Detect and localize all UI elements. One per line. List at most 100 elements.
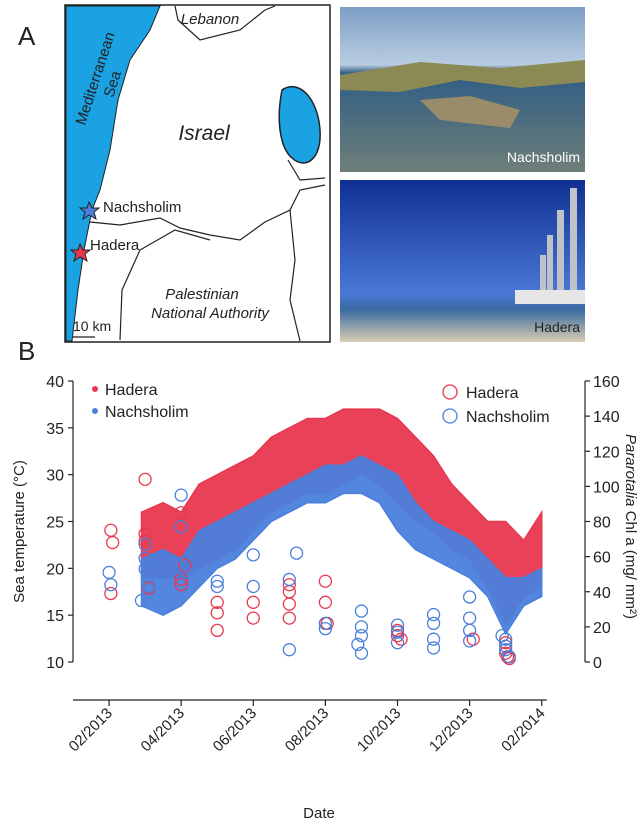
chl-point <box>462 623 477 638</box>
y2-tick-label: 120 <box>593 444 620 461</box>
chl-point <box>462 590 477 604</box>
y2-tick-label: 40 <box>593 585 611 602</box>
chl-point <box>354 646 369 660</box>
chl-point <box>138 534 152 548</box>
chl-point <box>102 565 116 580</box>
chl-point <box>210 579 224 594</box>
y2-tick-label: 160 <box>593 374 620 391</box>
y-tick-label: 20 <box>46 561 64 578</box>
y2-axis-label: Pararotalia Chl a (mg/ mm²) <box>622 434 639 619</box>
chl-point <box>462 634 477 648</box>
chl-point <box>390 625 405 639</box>
map-label: Hadera <box>90 237 140 254</box>
y2-axis-label-italic: Pararotalia <box>622 434 639 507</box>
chl-point <box>282 643 296 657</box>
chl-point <box>318 574 333 588</box>
x-tick-label: 10/2013 <box>354 705 404 755</box>
chl-point <box>104 578 118 592</box>
photo-caption: Nachsholim <box>507 149 580 165</box>
legend-marker <box>442 384 458 400</box>
x-tick-label: 02/2013 <box>66 705 116 755</box>
photo: Nachsholim <box>340 7 585 172</box>
chl-point <box>142 579 156 594</box>
chl-point <box>318 595 333 609</box>
chl-point <box>246 611 260 625</box>
chl-point <box>282 572 296 587</box>
y-tick-label: 40 <box>46 374 64 391</box>
chl-point <box>354 604 369 618</box>
x-tick-label: 06/2013 <box>210 705 260 755</box>
y2-tick-label: 80 <box>593 515 611 532</box>
panel-label: A <box>18 21 36 51</box>
temperature-band <box>140 408 543 627</box>
chl-point <box>246 595 260 609</box>
chl-point <box>318 616 333 631</box>
chl-point <box>282 585 296 599</box>
x-axis-label: Date <box>303 805 335 822</box>
chl-point <box>210 623 224 638</box>
y-axis-label: Sea temperature (°C) <box>11 460 28 603</box>
chl-point <box>394 632 408 646</box>
chl-point <box>390 636 405 650</box>
chl-point <box>354 629 369 643</box>
chl-point <box>495 629 509 643</box>
chl-point <box>499 636 513 650</box>
chl-point <box>210 606 224 620</box>
map: Lebanon Mediterranean Sea Israel Nachsho… <box>64 4 331 343</box>
chl-point <box>390 629 405 643</box>
map-label: Lebanon <box>181 11 239 28</box>
legend-marker <box>92 386 98 392</box>
legend-marker <box>442 408 458 424</box>
legend-label: Nachsholim <box>466 409 550 426</box>
map-label: 10 km <box>73 318 111 334</box>
chl-point <box>282 597 296 611</box>
x-tick-label: 12/2013 <box>426 705 476 755</box>
y2-tick-label: 140 <box>593 409 620 426</box>
chl-point <box>174 578 188 592</box>
y2-tick-label: 100 <box>593 479 620 496</box>
chl-point <box>499 632 513 646</box>
chl-point <box>138 472 152 487</box>
y-tick-label: 30 <box>46 468 64 485</box>
chl-point <box>174 488 188 502</box>
legend-label: Nachsholim <box>105 404 189 421</box>
chl-point <box>318 621 333 636</box>
legend-label: Hadera <box>105 382 158 399</box>
x-tick-label: 08/2013 <box>282 705 332 755</box>
y-tick-label: 25 <box>46 515 64 532</box>
panel-label: B <box>18 336 35 366</box>
legend-label: Hadera <box>466 385 519 402</box>
map-label: National Authority <box>151 305 270 322</box>
chl-point <box>138 537 152 551</box>
y-tick-label: 10 <box>46 655 64 672</box>
chl-point <box>354 620 369 634</box>
map-label: Palestinian <box>165 286 238 303</box>
y2-tick-label: 20 <box>593 620 611 637</box>
chl-point <box>462 611 477 625</box>
y2-tick-label: 0 <box>593 655 602 672</box>
y-tick-label: 35 <box>46 421 64 438</box>
chl-point <box>351 637 365 652</box>
chl-point <box>282 578 296 592</box>
chl-point <box>174 506 188 520</box>
chl-point <box>178 565 192 580</box>
chl-point <box>138 527 152 541</box>
chl-point <box>426 641 441 655</box>
legend-marker <box>92 408 98 414</box>
photo: Hadera <box>340 180 585 342</box>
chl-point <box>138 551 152 566</box>
chl-point <box>426 607 441 622</box>
chl-point <box>174 520 188 534</box>
chl-point <box>104 586 118 601</box>
photo-caption: Hadera <box>534 319 580 335</box>
temperature-band <box>140 455 543 636</box>
map-label: Nachsholim <box>103 199 181 216</box>
y2-axis-label-text: Chl a (mg/ mm²) <box>622 511 639 619</box>
x-tick-label: 02/2014 <box>498 705 548 755</box>
chl-point <box>282 611 296 625</box>
chl-point <box>246 548 260 562</box>
x-tick-label: 04/2013 <box>138 705 188 755</box>
map-label: Israel <box>178 122 231 145</box>
chl-point <box>104 523 118 537</box>
y2-tick-label: 60 <box>593 550 611 567</box>
